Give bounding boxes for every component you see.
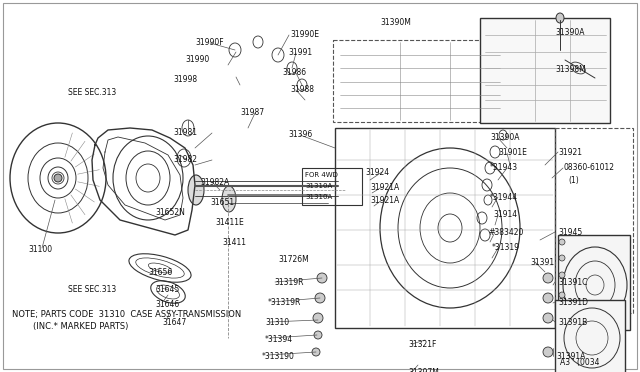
Text: A3 ' (0034: A3 ' (0034 [560,358,600,367]
Ellipse shape [559,272,565,278]
Text: #383420: #383420 [488,228,524,237]
Bar [558,235,630,330]
Ellipse shape [222,186,236,212]
Ellipse shape [317,273,327,283]
Text: 31646: 31646 [155,300,179,309]
Text: 31100: 31100 [28,245,52,254]
Ellipse shape [543,347,553,357]
Text: 31310A: 31310A [305,183,332,189]
Text: 31982: 31982 [173,155,197,164]
Text: 31990: 31990 [185,55,209,64]
Text: 31647: 31647 [162,318,186,327]
Text: 31397M: 31397M [408,368,439,372]
Text: 31986: 31986 [282,68,306,77]
Text: 31391C: 31391C [558,278,588,287]
Text: 31921A: 31921A [370,196,399,205]
Ellipse shape [559,292,565,298]
Text: 31651: 31651 [210,198,234,207]
Text: 31998: 31998 [173,75,197,84]
Ellipse shape [559,239,565,245]
Text: 31319R: 31319R [274,278,303,287]
Ellipse shape [313,313,323,323]
Text: 31921A: 31921A [370,183,399,192]
Ellipse shape [543,293,553,303]
Text: 31396: 31396 [288,130,312,139]
Bar [555,300,625,372]
Text: *313190: *313190 [262,352,295,361]
Text: *31319: *31319 [492,243,520,252]
Text: 31914: 31914 [493,210,517,219]
Text: 31652N: 31652N [155,208,185,217]
Text: 31991: 31991 [288,48,312,57]
Text: 31656: 31656 [148,268,172,277]
Text: 31990F: 31990F [195,38,223,47]
Text: 31924: 31924 [365,168,389,177]
Text: *31943: *31943 [490,163,518,172]
Text: FOR 4WD: FOR 4WD [305,172,338,178]
Text: 31391A: 31391A [556,352,586,361]
Bar [333,40,508,122]
Bar [335,128,555,328]
Text: 31411: 31411 [222,238,246,247]
Text: 31390M: 31390M [380,18,411,27]
Ellipse shape [314,331,322,339]
Ellipse shape [312,348,320,356]
Ellipse shape [559,312,565,318]
Text: 31391D: 31391D [558,298,588,307]
Bar [555,128,633,313]
Text: 31390A: 31390A [490,133,520,142]
Ellipse shape [54,174,62,182]
Ellipse shape [556,13,564,23]
Text: 31391: 31391 [530,258,554,267]
Text: 31921: 31921 [558,148,582,157]
Text: 31982A: 31982A [200,178,229,187]
Text: SEE SEC.313: SEE SEC.313 [68,88,116,97]
Ellipse shape [543,273,553,283]
Ellipse shape [543,313,553,323]
Text: 31411E: 31411E [215,218,244,227]
Text: SEE SEC.313: SEE SEC.313 [68,285,116,294]
Text: 31390A: 31390A [555,28,584,37]
Text: (1): (1) [568,176,579,185]
Text: *31394: *31394 [265,335,293,344]
Text: 31981: 31981 [173,128,197,137]
Text: 31398M: 31398M [555,65,586,74]
Text: 31987: 31987 [240,108,264,117]
Text: (INC.* MARKED PARTS): (INC.* MARKED PARTS) [12,322,129,331]
Text: 08360-61012: 08360-61012 [563,163,614,172]
Text: 31645: 31645 [155,285,179,294]
Ellipse shape [559,255,565,261]
Ellipse shape [315,293,325,303]
Text: NOTE; PARTS CODE  31310  CASE ASSY-TRANSMISSION: NOTE; PARTS CODE 31310 CASE ASSY-TRANSMI… [12,310,241,319]
Text: 31901E: 31901E [498,148,527,157]
Text: *31944: *31944 [490,193,518,202]
Text: 31310A: 31310A [305,194,332,200]
Text: 31990E: 31990E [290,30,319,39]
Bar [480,18,610,123]
Text: 31945: 31945 [558,228,582,237]
Text: 31321F: 31321F [408,340,436,349]
Text: 31726M: 31726M [278,255,308,264]
Text: 31391B: 31391B [558,318,588,327]
Ellipse shape [188,175,204,205]
Ellipse shape [559,322,565,328]
Text: 31310: 31310 [265,318,289,327]
Bar [302,168,362,205]
Text: 31988: 31988 [290,85,314,94]
Text: *31319R: *31319R [268,298,301,307]
